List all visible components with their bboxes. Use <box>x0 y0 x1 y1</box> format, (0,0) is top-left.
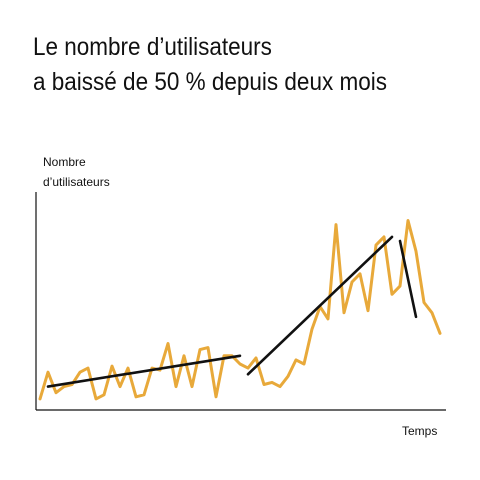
trend-line-2 <box>246 235 394 376</box>
series-layer <box>38 219 442 401</box>
y-axis-label-line-2: d’utilisateurs <box>43 175 110 189</box>
y-axis-label-line-1: Nombre <box>43 155 86 169</box>
trend-layer <box>46 235 418 388</box>
trend-line-1 <box>46 354 242 388</box>
trend-line-3 <box>398 239 418 319</box>
title-line-2: a baissé de 50 % depuis deux mois <box>33 68 387 96</box>
title-line-1: Le nombre d’utilisateurs <box>33 33 272 61</box>
y-axis-label: Nombre d’utilisateurs <box>43 152 110 192</box>
x-axis-label: Temps <box>402 424 438 438</box>
chart-title: Le nombre d’utilisateurs a baissé de 50 … <box>33 30 420 100</box>
series-line-1 <box>38 219 442 401</box>
